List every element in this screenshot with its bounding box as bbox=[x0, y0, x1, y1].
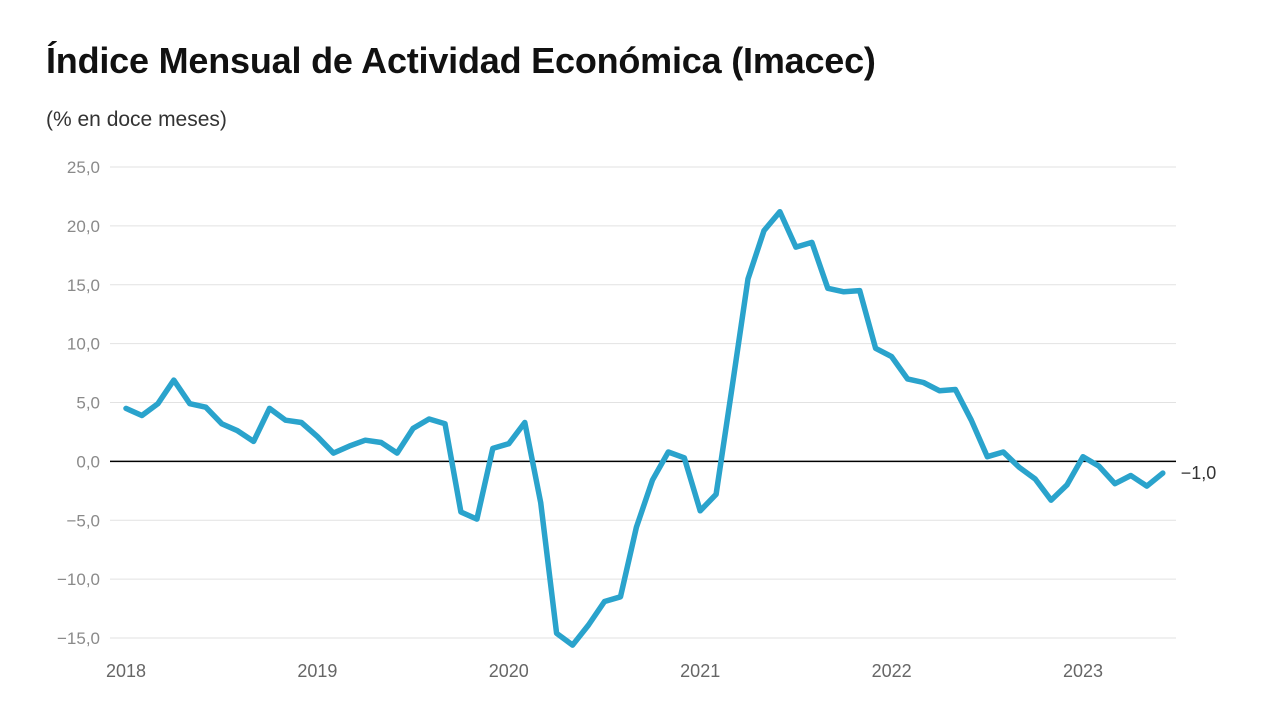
x-tick-label: 2018 bbox=[106, 661, 146, 681]
y-axis: 25,0 20,0 15,0 10,0 5,0 0,0 −5,0 −10,0 −15,0 bbox=[57, 158, 100, 648]
x-tick-label: 2020 bbox=[489, 661, 529, 681]
x-tick-label: 2022 bbox=[872, 661, 912, 681]
y-tick-label: 25,0 bbox=[67, 158, 100, 177]
y-tick-label: 5,0 bbox=[76, 394, 100, 413]
x-tick-label: 2021 bbox=[680, 661, 720, 681]
x-tick-label: 2023 bbox=[1063, 661, 1103, 681]
y-tick-label: 10,0 bbox=[67, 335, 100, 354]
y-tick-label: −15,0 bbox=[57, 629, 100, 648]
y-tick-label: −10,0 bbox=[57, 570, 100, 589]
series-line bbox=[123, 208, 1166, 648]
series-group bbox=[123, 208, 1166, 648]
y-tick-label: 0,0 bbox=[76, 452, 100, 471]
y-tick-label: 15,0 bbox=[67, 276, 100, 295]
y-tick-label: 20,0 bbox=[67, 217, 100, 236]
gridlines bbox=[110, 166, 1176, 639]
y-tick-label: −5,0 bbox=[66, 511, 100, 530]
last-value-label: −1,0 bbox=[1181, 463, 1217, 483]
chart-subtitle: (% en doce meses) bbox=[46, 108, 227, 131]
x-axis: 2018 2019 2020 2021 2022 2023 bbox=[106, 661, 1103, 681]
x-tick-label: 2019 bbox=[297, 661, 337, 681]
chart-title: Índice Mensual de Actividad Económica (I… bbox=[46, 40, 876, 81]
